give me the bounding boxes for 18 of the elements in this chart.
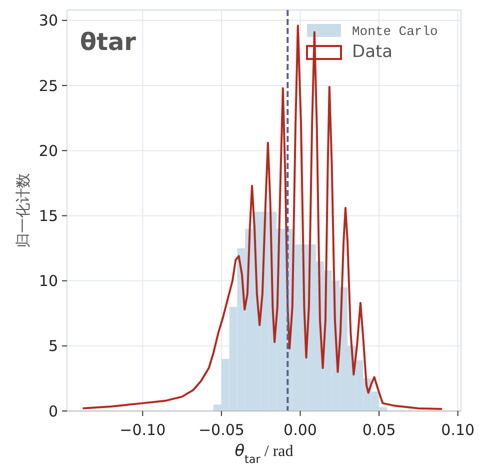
y-tick-label: 15	[38, 206, 58, 225]
line-series	[82, 24, 444, 410]
y-tick-label: 10	[38, 272, 58, 290]
x-tick-label: 0.00	[284, 421, 317, 439]
y-tick-label: 30	[38, 12, 58, 30]
x-tick-label: −0.10	[120, 421, 166, 439]
x-tick-label: −0.05	[198, 421, 244, 439]
y-tick-label: 25	[38, 76, 58, 95]
legend-label: Data	[352, 42, 393, 62]
y-axis-title: 归一化计数	[14, 173, 32, 248]
y-tick-label: 5	[48, 337, 58, 356]
x-tick-label: 0.05	[362, 421, 396, 439]
y-tick-label: 0	[48, 402, 58, 420]
text: θtar	[80, 28, 136, 56]
x-tick-label: 0.10	[441, 421, 475, 439]
legend-label: Monte Carlo	[352, 24, 438, 39]
x-axis-title: θ$_{tar}$ / rad	[234, 441, 294, 465]
y-tick-label: 20	[38, 142, 58, 160]
